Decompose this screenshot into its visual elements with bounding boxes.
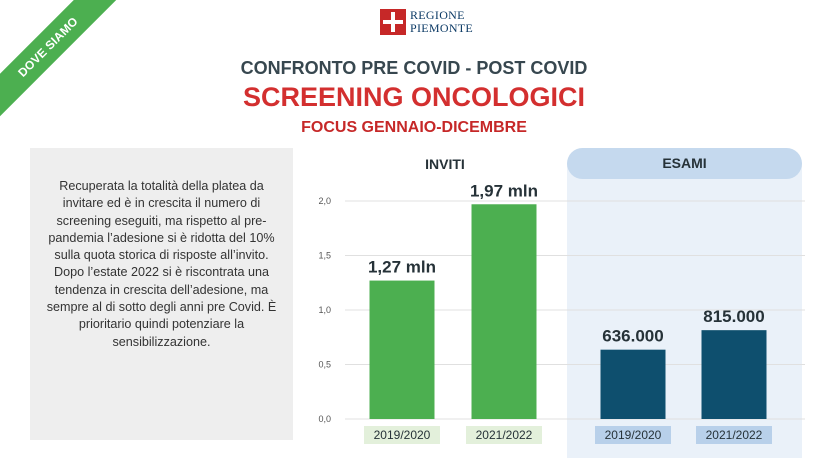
data-label: 636.000 [602, 327, 663, 346]
logo-line-2: PIEMONTE [410, 21, 474, 35]
y-tick-label: 0,5 [318, 360, 331, 370]
page-subtitle: CONFRONTO PRE COVID - POST COVID [240, 58, 588, 78]
piemonte-shield-icon [380, 9, 406, 35]
logo-line-1: REGIONE [410, 8, 465, 22]
x-tick-label: 2019/2020 [605, 428, 662, 442]
x-tick-label-bg [466, 426, 542, 444]
bar [600, 349, 666, 419]
bar [701, 330, 767, 419]
page-title: SCREENING ONCOLOGICI [242, 82, 586, 112]
regione-piemonte-logo: REGIONE PIEMONTE [380, 5, 473, 39]
esami-header: ESAMI [567, 148, 802, 179]
x-tick-label-bg [364, 426, 440, 444]
bar [471, 204, 537, 419]
y-tick-label: 2,0 [318, 196, 331, 206]
data-label: 1,97 mln [470, 181, 538, 200]
data-label: 815.000 [703, 307, 764, 326]
x-tick-label: 2019/2020 [374, 428, 431, 442]
x-tick-label-bg [595, 426, 671, 444]
x-tick-label-bg [696, 426, 772, 444]
x-tick-label: 2021/2022 [706, 428, 763, 442]
data-label: 1,27 mln [368, 258, 436, 277]
y-tick-label: 0,0 [318, 414, 331, 424]
y-tick-label: 1,0 [318, 305, 331, 315]
inviti-header: INVITI [425, 156, 465, 172]
description-text: Recuperata la totalità della platea da i… [46, 179, 277, 349]
y-tick-label: 1,5 [318, 251, 331, 261]
bar [369, 280, 435, 419]
focus-period: FOCUS GENNAIO-DICEMBRE [301, 119, 527, 136]
description-panel: Recuperata la totalità della platea da i… [30, 148, 293, 440]
x-tick-label: 2021/2022 [476, 428, 533, 442]
